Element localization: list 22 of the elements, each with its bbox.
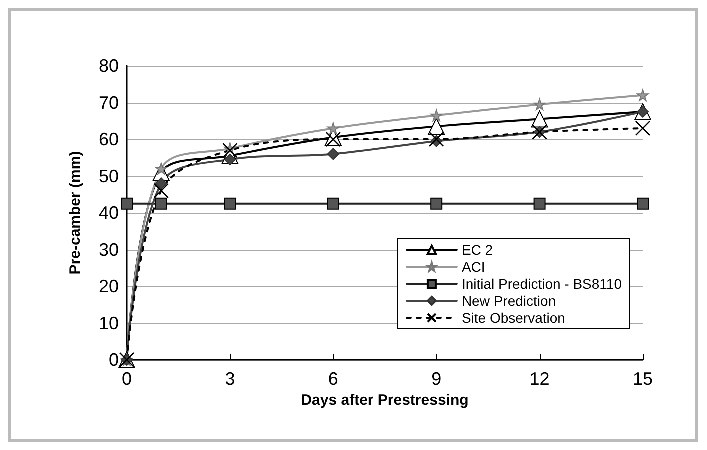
y-tick-label: 0 <box>108 350 119 370</box>
y-tick-label: 10 <box>98 313 119 334</box>
y-tick-label: 30 <box>98 240 119 260</box>
y-tick-label: 60 <box>98 130 119 150</box>
legend-label: EC 2 <box>462 242 494 258</box>
legend-label: Site Observation <box>462 310 566 326</box>
legend-label: Initial Prediction - BS8110 <box>462 276 622 292</box>
x-tick-label: 9 <box>432 369 442 389</box>
x-tick-label: 0 <box>122 369 132 389</box>
y-tick-label: 50 <box>98 166 119 186</box>
x-tick-label: 15 <box>632 369 654 389</box>
x-tick-label: 12 <box>530 369 550 389</box>
y-tick-label: 40 <box>98 203 119 223</box>
x-tick-label: 6 <box>328 369 338 389</box>
legend-label: New Prediction <box>462 293 556 309</box>
y-tick-label: 70 <box>98 92 119 113</box>
y-axis-title: Pre-camber (mm) <box>67 151 84 275</box>
x-tick-label: 3 <box>225 369 236 389</box>
y-tick-label: 80 <box>98 56 119 76</box>
legend-label: ACI <box>462 259 486 275</box>
y-tick-label: 20 <box>98 276 119 296</box>
x-axis-title: Days after Prestressing <box>301 392 469 409</box>
